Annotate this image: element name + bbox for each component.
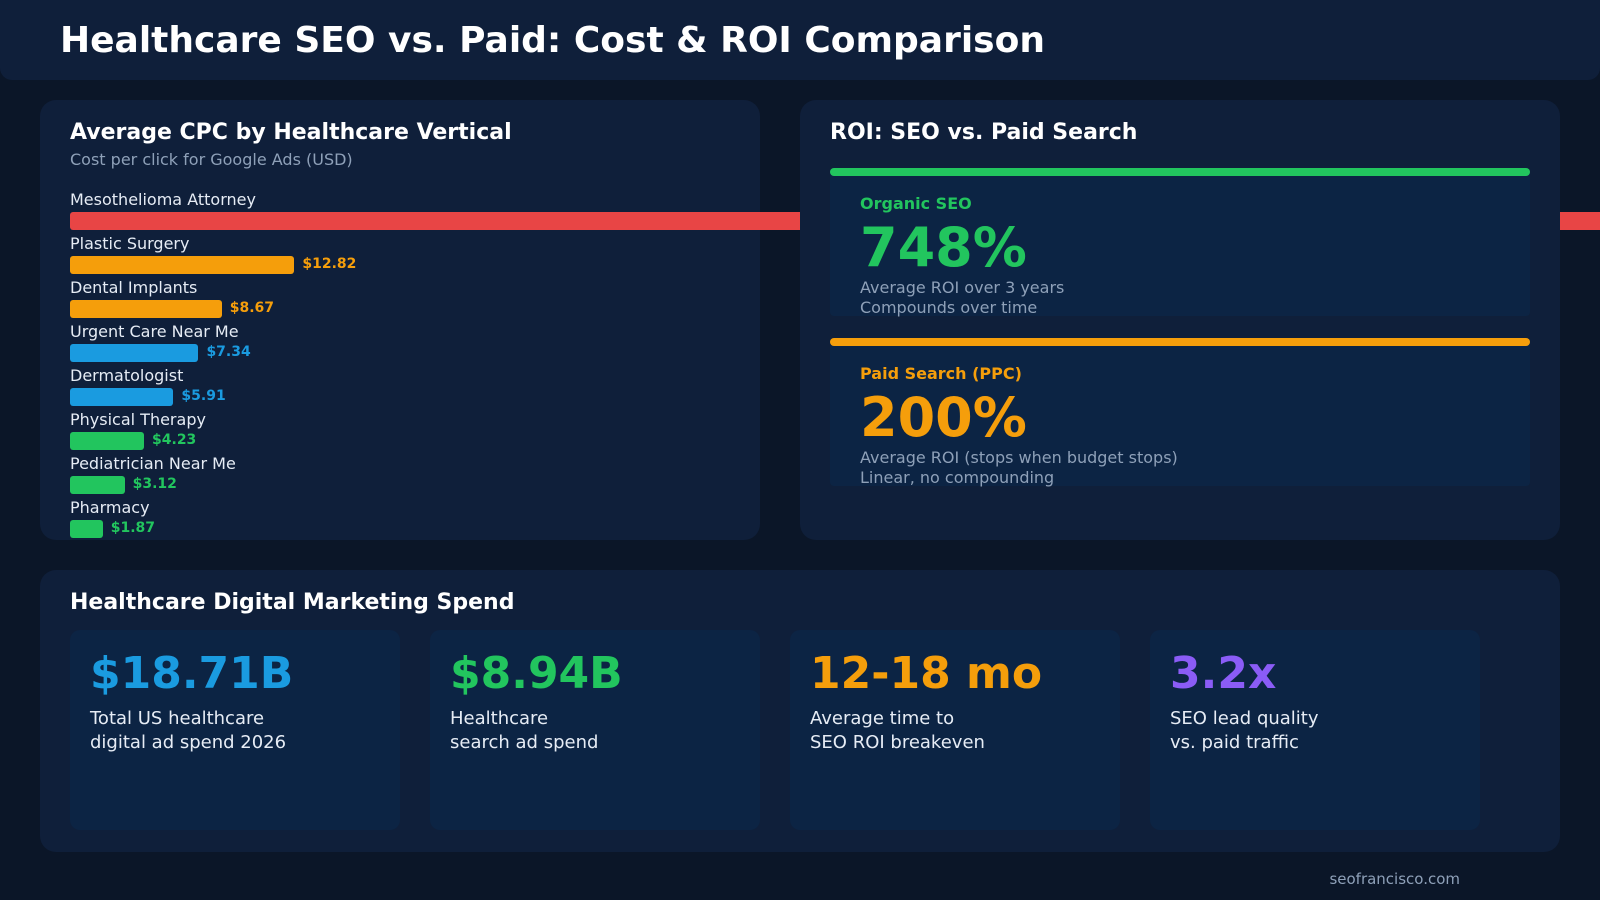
roi-label: Organic SEO bbox=[860, 194, 972, 213]
bar bbox=[70, 256, 295, 274]
value-label: $8.67 bbox=[229, 300, 275, 316]
category-label: Dermatologist bbox=[70, 366, 184, 385]
stat-note: Healthcare bbox=[450, 708, 549, 729]
stat-note: SEO ROI breakeven bbox=[810, 732, 985, 753]
stat-note: digital ad spend 2026 bbox=[90, 732, 287, 753]
stat-card: $8.94B Healthcare search ad spend bbox=[430, 630, 760, 830]
bar bbox=[70, 344, 199, 362]
category-label: Physical Therapy bbox=[70, 410, 206, 429]
stat-note: Total US healthcare bbox=[90, 708, 265, 729]
roi-note: Compounds over time bbox=[860, 298, 1038, 317]
roi-label: Paid Search (PPC) bbox=[860, 364, 1022, 383]
stat-note: SEO lead quality bbox=[1170, 708, 1319, 729]
bar bbox=[70, 520, 103, 538]
category-label: Mesothelioma Attorney bbox=[70, 190, 256, 209]
value-label: $4.23 bbox=[152, 432, 197, 448]
footer: seofrancisco.com bbox=[1329, 870, 1460, 888]
cpc-panel: Average CPC by Healthcare Vertical Cost … bbox=[40, 100, 1600, 540]
roi-value: 748% bbox=[860, 216, 1027, 279]
value-label: $12.82 bbox=[302, 256, 357, 272]
roi-note: Average ROI (stops when budget stops) bbox=[860, 448, 1178, 467]
spend-title: Healthcare Digital Marketing Spend bbox=[70, 590, 515, 615]
bar bbox=[70, 300, 222, 318]
chart-subtitle: Cost per click for Google Ads (USD) bbox=[70, 150, 353, 169]
stat-note: vs. paid traffic bbox=[1170, 732, 1299, 753]
category-label: Plastic Surgery bbox=[70, 234, 190, 253]
roi-title: ROI: SEO vs. Paid Search bbox=[830, 120, 1138, 145]
roi-note: Linear, no compounding bbox=[860, 468, 1055, 487]
value-label: $3.12 bbox=[132, 476, 177, 492]
roi-panel: ROI: SEO vs. Paid Search Organic SEO 748%… bbox=[800, 100, 1560, 540]
page-title: Healthcare SEO vs. Paid: Cost & ROI Comp… bbox=[60, 20, 1045, 61]
category-label: Pediatrician Near Me bbox=[70, 454, 236, 473]
value-label: $1.87 bbox=[110, 520, 156, 536]
roi-card: Organic SEO 748% Average ROI over 3 years C… bbox=[830, 168, 1530, 317]
category-label: Pharmacy bbox=[70, 498, 150, 517]
category-label: Urgent Care Near Me bbox=[70, 322, 239, 341]
value-label: $5.91 bbox=[181, 388, 226, 404]
stat-card: 12-18 mo Average time to SEO ROI breakeven bbox=[790, 630, 1120, 830]
stat-card: 3.2x SEO lead quality vs. paid traffic bbox=[1150, 630, 1480, 830]
stat-value: $8.94B bbox=[450, 648, 623, 699]
spend-panel: Healthcare Digital Marketing Spend $18.7… bbox=[40, 570, 1560, 852]
roi-note: Average ROI over 3 years bbox=[860, 278, 1065, 297]
stat-value: 12-18 mo bbox=[810, 648, 1043, 699]
stat-value: 3.2x bbox=[1170, 648, 1277, 699]
stat-note: search ad spend bbox=[450, 732, 599, 753]
chart-title: Average CPC by Healthcare Vertical bbox=[70, 120, 512, 145]
header: Healthcare SEO vs. Paid: Cost & ROI Comp… bbox=[0, 0, 1600, 80]
bar bbox=[70, 388, 174, 406]
stat-note: Average time to bbox=[810, 708, 955, 729]
roi-card: Paid Search (PPC) 200% Average ROI (stops … bbox=[830, 338, 1530, 487]
roi-value: 200% bbox=[860, 386, 1027, 449]
category-label: Dental Implants bbox=[70, 278, 198, 297]
roi-accent bbox=[830, 168, 1530, 176]
bar bbox=[70, 432, 145, 450]
value-label: $7.34 bbox=[206, 344, 251, 360]
stat-card: $18.71B Total US healthcare digital ad spe… bbox=[70, 630, 400, 830]
stat-value: $18.71B bbox=[90, 648, 294, 699]
bar bbox=[70, 476, 125, 494]
roi-accent bbox=[830, 338, 1530, 346]
